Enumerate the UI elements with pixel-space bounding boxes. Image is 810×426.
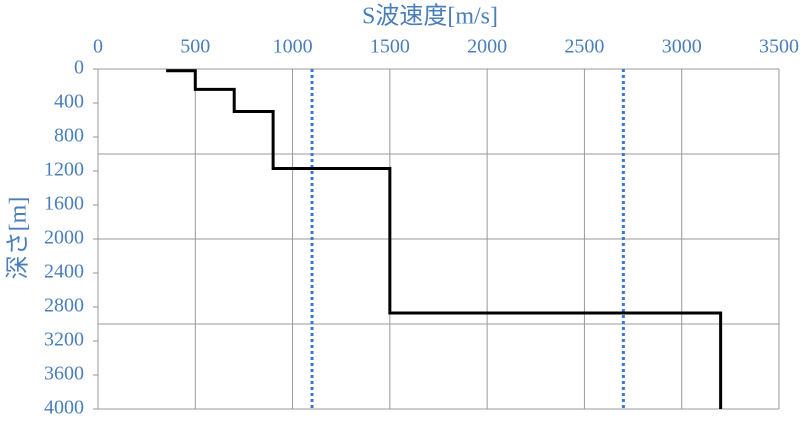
x-tick-label: 500 <box>180 36 210 58</box>
y-tick-label: 4000 <box>44 397 84 419</box>
y-tick-label: 1200 <box>44 159 84 181</box>
x-tick-label: 0 <box>93 36 103 58</box>
y-tick-label: 800 <box>54 125 84 147</box>
x-axis-title: S波速度[m/s] <box>362 3 498 30</box>
x-tick-label: 2500 <box>564 36 604 58</box>
x-tick-label: 3500 <box>759 36 799 58</box>
data-line <box>166 69 723 409</box>
y-tick-label: 2400 <box>44 261 84 283</box>
y-tick-label: 2000 <box>44 227 84 249</box>
x-tick-label: 1000 <box>273 36 313 58</box>
y-tick-label: 3600 <box>44 363 84 385</box>
y-axis-title: 深さ[m] <box>5 197 32 280</box>
x-tick-label: 1500 <box>370 36 410 58</box>
y-tick-label: 3200 <box>44 329 84 351</box>
y-tick-label: 400 <box>54 91 84 113</box>
x-tick-label: 3000 <box>662 36 702 58</box>
x-tick-label: 2000 <box>467 36 507 58</box>
y-tick-label: 1600 <box>44 193 84 215</box>
y-tick-label: 2800 <box>44 295 84 317</box>
y-tick-label: 0 <box>74 57 84 79</box>
